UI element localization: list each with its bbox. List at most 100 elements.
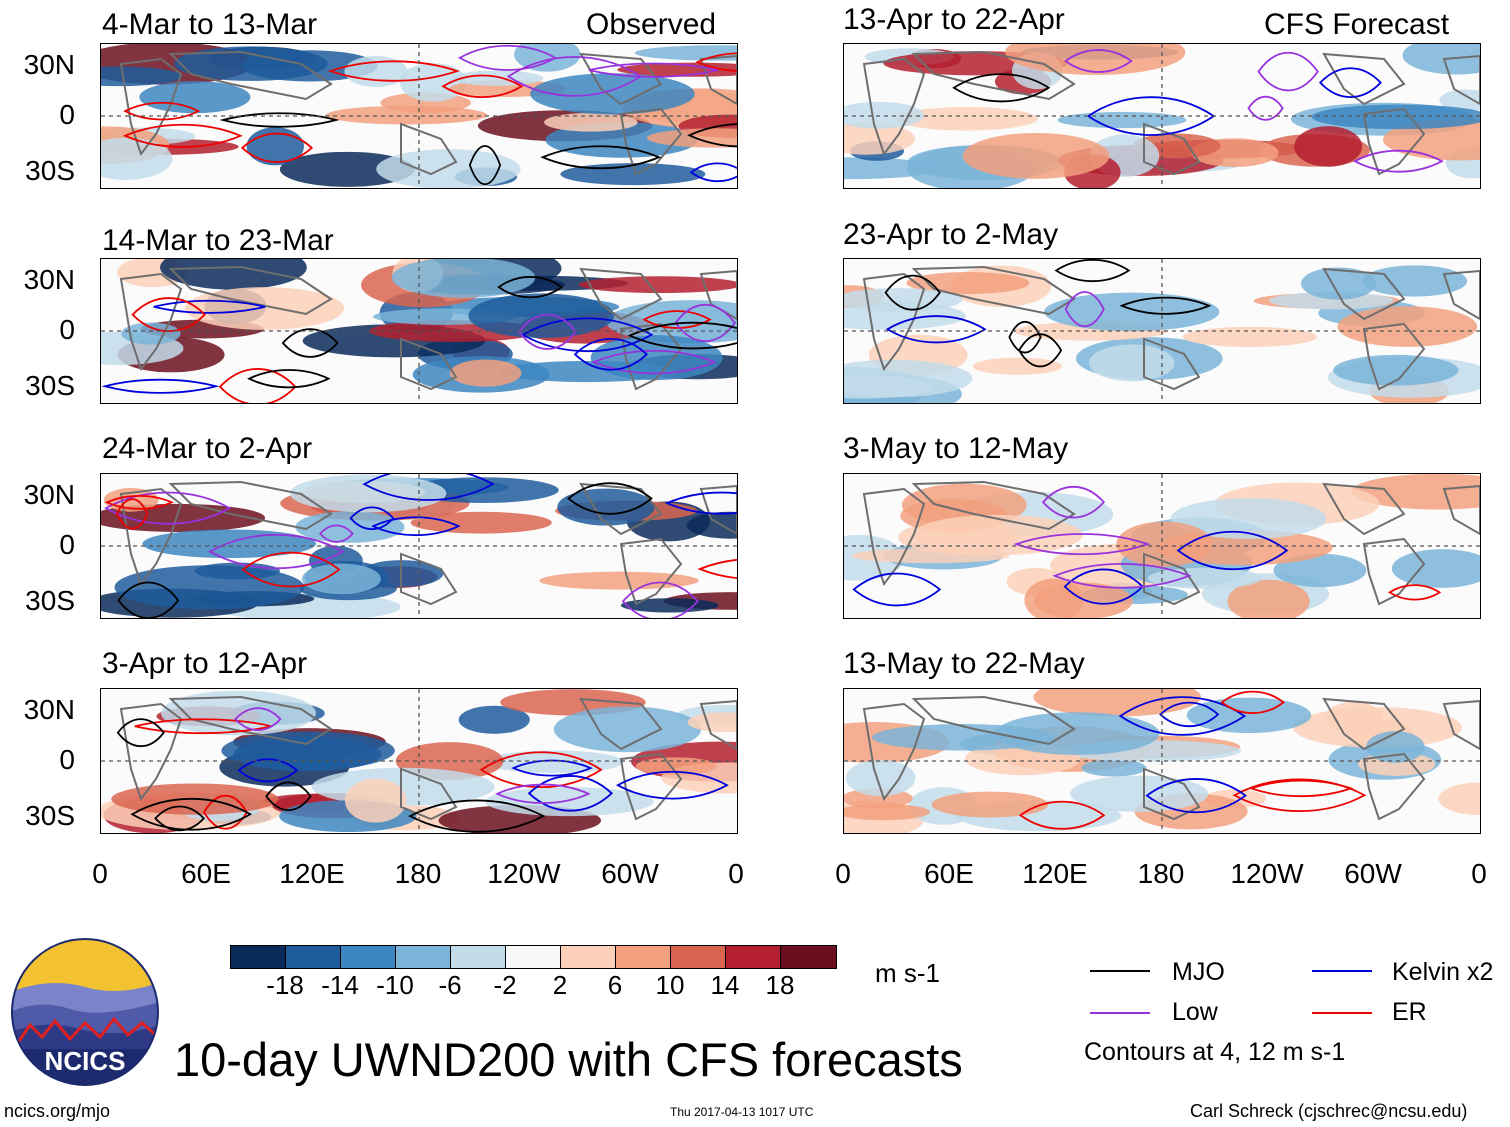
wind-anomaly-blob (1186, 697, 1312, 734)
contour-line (247, 369, 331, 389)
main-title: 10-day UWND200 with CFS forecasts (174, 1033, 963, 1086)
wind-anomaly-blob (1300, 267, 1377, 300)
footer-timestamp: Thu 2017-04-13 1017 UTC (670, 1105, 814, 1119)
legend-label-mjo: MJO (1172, 958, 1225, 986)
colorbar-unit: m s-1 (875, 958, 940, 988)
map-canvas (101, 474, 737, 618)
map-panel-fc-4 (843, 688, 1481, 834)
observed-label: Observed (586, 8, 717, 41)
wind-anomaly-blob (233, 736, 382, 772)
footer-credit: Carl Schreck (cjschrec@ncsu.edu) (1190, 1101, 1468, 1121)
wind-anomaly-blob (279, 151, 415, 187)
contour-line (319, 524, 354, 543)
contour-line (131, 297, 206, 332)
lon-label: 120E (1022, 858, 1088, 889)
coastline (862, 57, 926, 157)
map-canvas (844, 689, 1480, 833)
contour-line (122, 123, 243, 148)
wind-anomaly-blob (449, 359, 522, 387)
coastline (579, 52, 663, 106)
wind-anomaly-blob (635, 757, 717, 775)
contour-line (1018, 333, 1063, 368)
wind-anomaly-blob (458, 705, 530, 734)
panel-title-obs-1: 4-Mar to 13-Mar (102, 8, 318, 41)
lon-label: 0 (92, 858, 108, 889)
legend-label-er: ER (1392, 998, 1427, 1026)
contour-line (441, 74, 524, 99)
wind-anomaly-blob (620, 598, 719, 613)
contour-line (520, 317, 654, 353)
coastline (699, 484, 737, 536)
lon-label: 180 (1137, 858, 1185, 889)
contour-line (130, 797, 253, 831)
contour-line (689, 162, 737, 183)
lon-label: 0 (835, 858, 851, 889)
contour-line (1054, 259, 1131, 283)
wind-anomaly-blob (844, 803, 930, 821)
contour-line (1257, 51, 1319, 92)
colorbar-tick: -18 (266, 970, 304, 1000)
contour-line (1064, 49, 1133, 73)
coastline (1143, 337, 1201, 391)
colorbar (230, 945, 837, 969)
wind-anomaly-blob (578, 276, 737, 294)
map-canvas (101, 259, 737, 403)
coastline (911, 50, 1076, 101)
legend-note: Contours at 4, 12 m s-1 (1084, 1038, 1346, 1066)
colorbar-swatch (671, 946, 726, 968)
lon-label: 0 (1471, 858, 1487, 889)
contour-line (362, 474, 495, 501)
contour-line (494, 783, 591, 804)
wind-anomaly-blob (289, 474, 447, 513)
coastline (168, 265, 333, 316)
contour-line (327, 60, 461, 82)
ncics-logo: NCICS (10, 937, 160, 1087)
contour-line (1159, 701, 1220, 727)
footer-link[interactable]: ncics.org/mjo (4, 1101, 111, 1121)
logo-text: NCICS (45, 1046, 126, 1076)
wind-anomaly-blob (844, 288, 963, 312)
wind-anomaly-blob (160, 259, 307, 290)
wind-anomaly-blob (844, 374, 933, 399)
coastline (168, 50, 333, 101)
wind-anomaly-blob (1024, 578, 1084, 618)
colorbar-tick: -2 (493, 970, 517, 1000)
map-panel-obs-3 (100, 473, 738, 619)
wind-anomaly-blob (1170, 498, 1327, 539)
wind-anomaly-blob (1382, 118, 1480, 161)
map-panel-fc-1 (843, 43, 1481, 189)
coastline (400, 767, 458, 821)
contour-line (674, 303, 736, 343)
wind-anomaly-blob (295, 511, 405, 543)
contour-line (588, 62, 719, 78)
coastline (1442, 699, 1480, 751)
colorbar-swatch (396, 946, 451, 968)
wind-anomaly-blob (344, 778, 407, 823)
contour-line (104, 495, 175, 510)
contour-line (1018, 800, 1106, 830)
lon-label: 120W (487, 858, 561, 889)
contour-line (208, 534, 345, 570)
lat-label: 0 (59, 314, 75, 345)
wind-anomaly-blob (410, 511, 552, 534)
colorbar-swatch (726, 946, 781, 968)
coastline (862, 702, 926, 802)
lat-label: 30N (23, 264, 75, 295)
contour-line (234, 707, 282, 732)
map-panel-fc-2 (843, 258, 1481, 404)
coastline (168, 695, 333, 746)
contour-line (885, 315, 987, 344)
contour-line (1353, 149, 1444, 173)
legend-line-kelvin (1312, 970, 1372, 972)
colorbar-tick: -14 (321, 970, 359, 1000)
contour-line (1232, 778, 1367, 813)
wind-anomaly-blob (1391, 549, 1480, 588)
contour-line (1041, 486, 1106, 519)
panel-title-fc-2: 23-Apr to 2-May (843, 218, 1059, 251)
contour-line (591, 349, 717, 375)
coastline (911, 480, 1076, 531)
contour-line (540, 145, 662, 170)
wind-anomaly-blob (1402, 44, 1480, 75)
contour-line (506, 56, 643, 97)
contour-line (265, 781, 312, 812)
